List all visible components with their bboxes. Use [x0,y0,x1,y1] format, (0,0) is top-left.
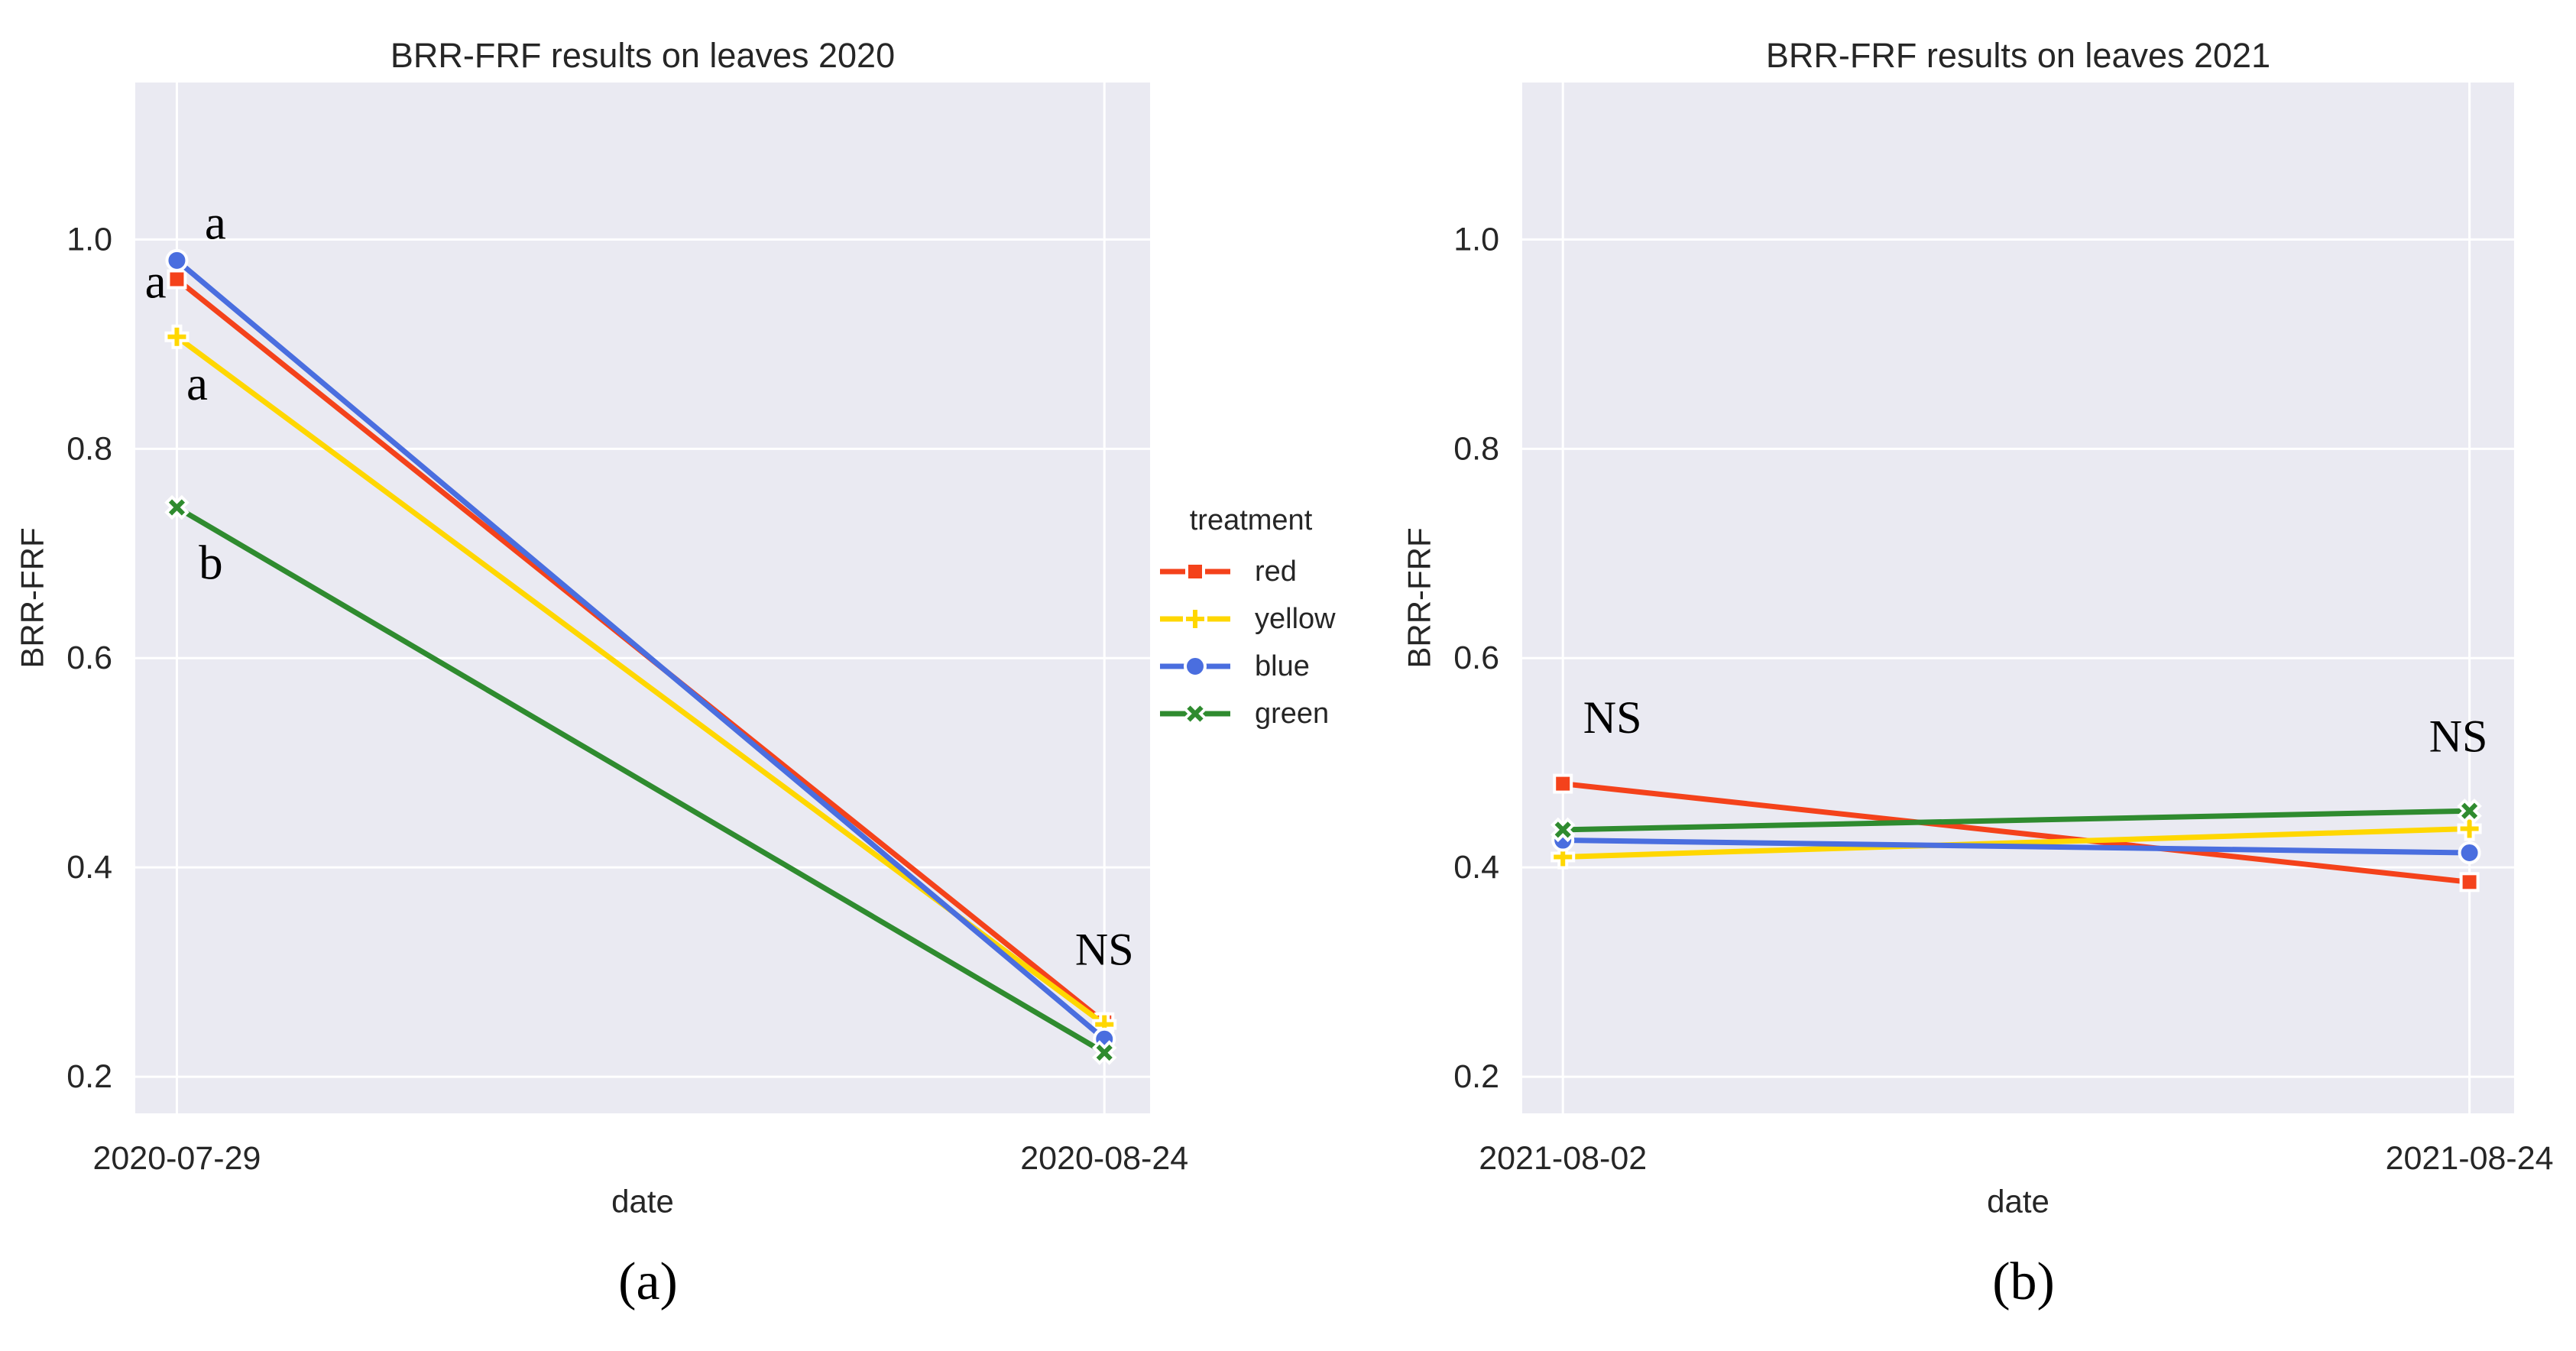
legend-label: yellow [1255,602,1336,635]
y-tick-label: 0.6 [66,640,112,676]
square-marker-icon [1160,562,1230,582]
legend-item-yellow: yellow [1155,595,1385,643]
legend-item-blue: blue [1155,643,1385,690]
x-marker-icon [1160,701,1230,727]
y-axis-label: BRR-FRF [15,527,50,668]
series-marker-circle [1184,655,1207,678]
y-tick-label: 0.4 [66,849,112,886]
y-tick-label: 1.0 [66,221,112,258]
x-tick-label: 2020-07-29 [92,1140,261,1177]
series-marker-plus [1092,1012,1117,1037]
x-tick-label: 2021-08-24 [2386,1140,2554,1177]
series-marker-square [1553,773,1573,794]
x-tick-label: 2020-08-24 [1020,1140,1188,1177]
series-marker-square [2459,872,2480,893]
x-tick-label: 2021-08-02 [1479,1140,1647,1177]
annotation-ns: NS [2429,711,2488,761]
series-marker-circle [2458,841,2481,864]
series-marker-plus [164,324,190,349]
series-line-yellow [1563,825,2470,860]
plot-background [1522,83,2514,1113]
y-tick-label: 0.2 [66,1058,112,1095]
caption-a: (a) [618,1252,678,1311]
series-marker-x [164,494,190,520]
series-line-red [1562,781,2470,885]
y-tick-label: 0.8 [1453,430,1499,467]
legend-label: blue [1255,650,1310,682]
series-marker-square [167,269,187,290]
y-tick-label: 1.0 [1453,221,1499,258]
y-axis-label: BRR-FRF [1401,527,1437,668]
y-tick-label: 0.6 [1453,640,1499,676]
y-tick-label: 0.4 [1453,849,1499,886]
series-line-blue [175,258,1107,1042]
series-marker-x [1550,817,1576,843]
series-line-green [1563,808,2470,833]
annotation-a: a [186,357,208,410]
annotation-a: a [145,254,167,308]
x-axis-label: date [611,1184,674,1220]
legend-rows: red yellow blue green [1155,548,1385,737]
plot-title: BRR-FRF results on leaves 2020 [390,36,895,75]
series-line-green [175,505,1107,1055]
series-line-blue [1563,837,2470,856]
plot-background [135,83,1150,1113]
plot-title: BRR-FRF results on leaves 2021 [1766,36,2270,75]
y-tick-label: 0.2 [1453,1058,1499,1095]
annotation-a: a [205,196,226,249]
y-tick-label: 0.8 [66,430,112,467]
annotation-b: b [199,536,223,590]
series-marker-circle [165,248,189,272]
series-marker-x [1182,701,1208,727]
legend: treatment red yellow blue green [1155,504,1385,737]
series-marker-x [2457,798,2482,824]
legend-label: green [1255,697,1330,730]
plus-marker-icon [1160,607,1230,631]
legend-label: red [1255,555,1297,588]
series-marker-x [1091,1040,1117,1065]
annotation-ns: NS [1075,925,1134,975]
series-marker-plus [1183,607,1207,631]
subplot-2: BRR-FRF results on leaves 2021 1.0 0.8 0.6 0… [1401,36,2554,1220]
annotation-ns: NS [1583,692,1642,743]
legend-item-green: green [1155,690,1385,737]
caption-b: (b) [1992,1252,2055,1311]
legend-item-red: red [1155,548,1385,595]
circle-marker-icon [1160,655,1230,678]
legend-title: treatment [1189,504,1313,536]
subplot-1: BRR-FRF results on leaves 2020 1.0 0.8 0.6 0… [15,36,1189,1220]
series-marker-square [1185,562,1205,582]
x-axis-label: date [1987,1184,2049,1220]
